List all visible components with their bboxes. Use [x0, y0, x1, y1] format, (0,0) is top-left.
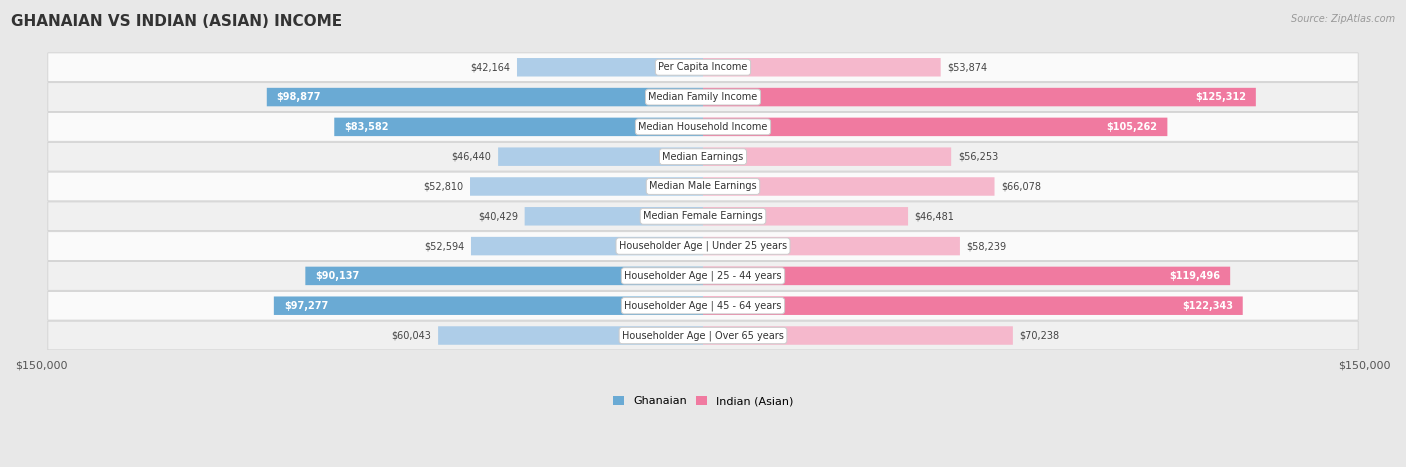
- FancyBboxPatch shape: [335, 118, 703, 136]
- Text: Source: ZipAtlas.com: Source: ZipAtlas.com: [1291, 14, 1395, 24]
- FancyBboxPatch shape: [703, 326, 1012, 345]
- Text: Householder Age | 25 - 44 years: Householder Age | 25 - 44 years: [624, 271, 782, 281]
- FancyBboxPatch shape: [48, 172, 1358, 201]
- FancyBboxPatch shape: [48, 142, 1358, 171]
- Text: $40,429: $40,429: [478, 211, 517, 221]
- FancyBboxPatch shape: [703, 267, 1230, 285]
- Text: $56,253: $56,253: [957, 152, 998, 162]
- Text: $97,277: $97,277: [284, 301, 328, 311]
- FancyBboxPatch shape: [470, 177, 703, 196]
- Text: $52,594: $52,594: [425, 241, 464, 251]
- FancyBboxPatch shape: [703, 297, 1243, 315]
- Text: GHANAIAN VS INDIAN (ASIAN) INCOME: GHANAIAN VS INDIAN (ASIAN) INCOME: [11, 14, 343, 29]
- FancyBboxPatch shape: [48, 232, 1358, 261]
- Text: $60,043: $60,043: [392, 331, 432, 340]
- Text: Median Family Income: Median Family Income: [648, 92, 758, 102]
- FancyBboxPatch shape: [703, 237, 960, 255]
- Text: $46,481: $46,481: [915, 211, 955, 221]
- Text: $66,078: $66,078: [1001, 182, 1040, 191]
- FancyBboxPatch shape: [517, 58, 703, 77]
- FancyBboxPatch shape: [439, 326, 703, 345]
- FancyBboxPatch shape: [703, 88, 1256, 106]
- FancyBboxPatch shape: [524, 207, 703, 226]
- FancyBboxPatch shape: [703, 207, 908, 226]
- Text: $58,239: $58,239: [966, 241, 1007, 251]
- FancyBboxPatch shape: [48, 113, 1358, 141]
- Text: Householder Age | Over 65 years: Householder Age | Over 65 years: [621, 330, 785, 341]
- Text: Median Female Earnings: Median Female Earnings: [643, 211, 763, 221]
- FancyBboxPatch shape: [471, 237, 703, 255]
- Text: $119,496: $119,496: [1170, 271, 1220, 281]
- FancyBboxPatch shape: [703, 148, 952, 166]
- FancyBboxPatch shape: [703, 177, 994, 196]
- Text: Median Male Earnings: Median Male Earnings: [650, 182, 756, 191]
- Text: $70,238: $70,238: [1019, 331, 1060, 340]
- Text: $98,877: $98,877: [277, 92, 321, 102]
- FancyBboxPatch shape: [48, 83, 1358, 112]
- Text: $52,810: $52,810: [423, 182, 464, 191]
- FancyBboxPatch shape: [48, 53, 1358, 82]
- Text: Per Capita Income: Per Capita Income: [658, 62, 748, 72]
- Text: $53,874: $53,874: [948, 62, 987, 72]
- Text: $125,312: $125,312: [1195, 92, 1246, 102]
- Text: Householder Age | Under 25 years: Householder Age | Under 25 years: [619, 241, 787, 251]
- Text: Median Earnings: Median Earnings: [662, 152, 744, 162]
- FancyBboxPatch shape: [267, 88, 703, 106]
- FancyBboxPatch shape: [305, 267, 703, 285]
- Text: $83,582: $83,582: [344, 122, 388, 132]
- FancyBboxPatch shape: [48, 321, 1358, 350]
- Text: $90,137: $90,137: [315, 271, 360, 281]
- FancyBboxPatch shape: [703, 58, 941, 77]
- FancyBboxPatch shape: [274, 297, 703, 315]
- FancyBboxPatch shape: [703, 118, 1167, 136]
- Text: $105,262: $105,262: [1107, 122, 1157, 132]
- Legend: Ghanaian, Indian (Asian): Ghanaian, Indian (Asian): [609, 391, 797, 410]
- FancyBboxPatch shape: [48, 262, 1358, 290]
- FancyBboxPatch shape: [48, 291, 1358, 320]
- Text: $42,164: $42,164: [471, 62, 510, 72]
- FancyBboxPatch shape: [48, 202, 1358, 231]
- Text: Householder Age | 45 - 64 years: Householder Age | 45 - 64 years: [624, 300, 782, 311]
- Text: $46,440: $46,440: [451, 152, 492, 162]
- Text: Median Household Income: Median Household Income: [638, 122, 768, 132]
- FancyBboxPatch shape: [498, 148, 703, 166]
- Text: $122,343: $122,343: [1182, 301, 1233, 311]
